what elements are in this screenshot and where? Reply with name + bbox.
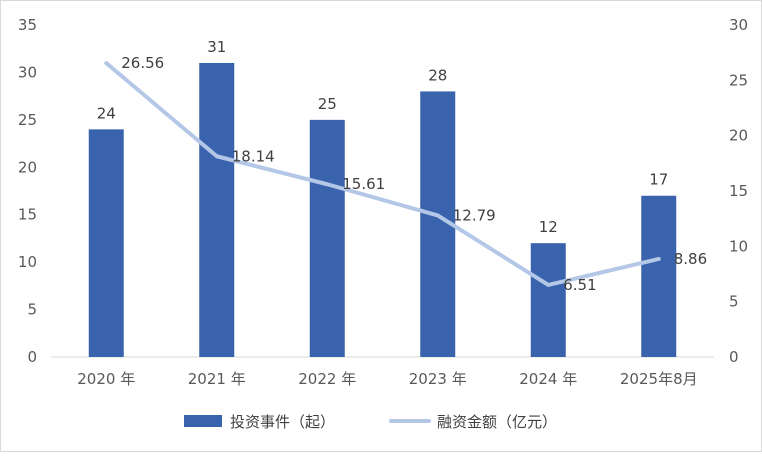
data-labels: 24 31 25 28 12 17 26.56 18.14 15.61 12.79 6.51 8.86 xyxy=(97,38,707,294)
bar xyxy=(641,195,677,357)
y-right-tick-label: 10 xyxy=(729,237,748,255)
x-tick-label: 2024 年 xyxy=(519,370,577,388)
y-left-tick-label: 20 xyxy=(18,158,37,176)
legend: 投资事件（起） 融资金额（亿元） xyxy=(184,413,557,431)
line-series xyxy=(104,61,661,287)
legend-label-line: 融资金额（亿元） xyxy=(437,413,557,431)
bar-data-label: 12 xyxy=(539,218,558,236)
bar-data-label: 31 xyxy=(207,38,226,56)
bar xyxy=(88,129,124,357)
x-tick-label: 2023 年 xyxy=(409,370,467,388)
x-tick-label: 2025年8月 xyxy=(620,370,698,388)
y-left-tick-label: 35 xyxy=(18,16,37,34)
y-left-tick-label: 30 xyxy=(18,63,37,81)
y-left-tick-label: 25 xyxy=(18,111,37,129)
y-left-tick-label: 10 xyxy=(18,253,37,271)
y-right-tick-label: 20 xyxy=(729,127,748,145)
bar-data-label: 28 xyxy=(428,66,447,84)
axes: 0 5 10 15 20 25 30 35 0 5 10 15 20 25 30 2020 年 2021 年 20… xyxy=(18,16,748,388)
y-left-tick-label: 0 xyxy=(27,348,37,366)
line-data-label: 12.79 xyxy=(453,206,496,224)
y-right-tick-label: 30 xyxy=(729,16,748,34)
bar xyxy=(199,62,235,357)
bar-data-label: 17 xyxy=(649,171,668,189)
legend-label-bar: 投资事件（起） xyxy=(230,413,335,431)
legend-swatch-bar xyxy=(184,415,222,427)
line-data-label: 18.14 xyxy=(232,147,275,165)
y-left-tick-label: 5 xyxy=(27,301,37,319)
x-tick-label: 2021 年 xyxy=(188,370,246,388)
bar-data-label: 24 xyxy=(97,104,116,122)
line-series-path xyxy=(104,61,661,287)
bar xyxy=(309,119,345,357)
line-data-label: 6.51 xyxy=(563,276,596,294)
y-right-tick-label: 25 xyxy=(729,71,748,89)
line-data-label: 15.61 xyxy=(342,175,385,193)
y-right-tick-label: 0 xyxy=(729,348,739,366)
bar xyxy=(530,243,566,357)
y-right-tick-label: 15 xyxy=(729,182,748,200)
line-data-label: 26.56 xyxy=(121,54,164,72)
line-data-label: 8.86 xyxy=(674,250,707,268)
x-tick-label: 2020 年 xyxy=(77,370,135,388)
y-right-tick-label: 5 xyxy=(729,293,739,311)
x-tick-label: 2022 年 xyxy=(298,370,356,388)
y-left-tick-label: 15 xyxy=(18,206,37,224)
bar-series xyxy=(88,62,677,358)
bar-data-label: 25 xyxy=(318,95,337,113)
